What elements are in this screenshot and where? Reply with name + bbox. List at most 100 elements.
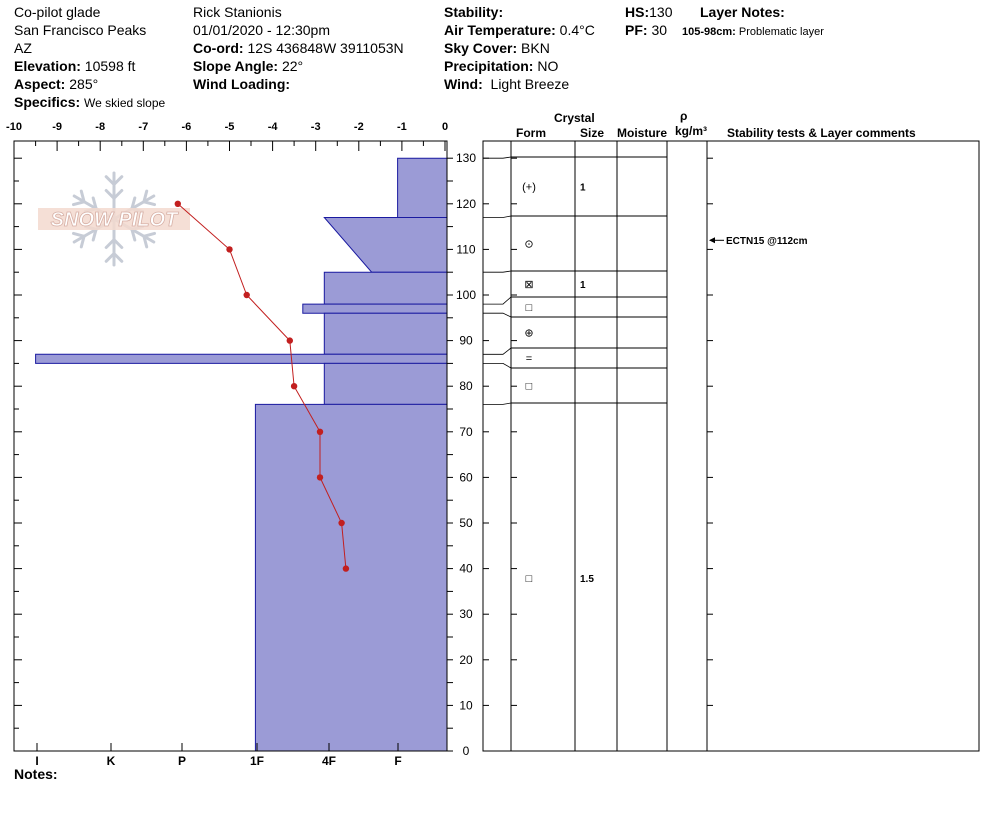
layer-note-text: Problematic layer bbox=[738, 26, 824, 38]
height-tick-label: 130 bbox=[456, 151, 476, 165]
elevation-value: 10598 ft bbox=[84, 58, 136, 74]
hardness-layer-bar bbox=[323, 271, 448, 305]
stability-label: Stability: bbox=[444, 4, 504, 20]
snowflake-branch bbox=[112, 189, 124, 200]
aspect-value: 285° bbox=[69, 76, 99, 92]
temperature-tick-label: -3 bbox=[311, 121, 321, 133]
specifics-field: Specifics: We skied slope bbox=[14, 94, 165, 111]
height-tick-label: 30 bbox=[459, 607, 473, 621]
height-tick-label: 20 bbox=[459, 653, 473, 667]
hardness-layer-bar bbox=[35, 353, 448, 364]
height-tick-label: 0 bbox=[463, 744, 470, 758]
moisture-header: Moisture bbox=[617, 126, 668, 140]
stability-field: Stability: bbox=[444, 4, 503, 20]
pf-value: 30 bbox=[651, 22, 668, 38]
crystal-form-symbol: = bbox=[526, 353, 532, 365]
snowflake-branch bbox=[112, 238, 124, 249]
chart-axes: -10 -9 -8 -7 -6 -5 -4 -3 -2 -1 0010203040506070809… bbox=[6, 121, 476, 768]
snowflake-branch bbox=[104, 238, 116, 249]
precip-field: Precipitation: NO bbox=[444, 58, 558, 74]
height-tick-label: 40 bbox=[459, 562, 473, 576]
hardness-layer-bar bbox=[323, 362, 448, 405]
layer-boundary-connector bbox=[483, 312, 512, 318]
state: AZ bbox=[14, 40, 32, 56]
temperature-point bbox=[342, 565, 350, 572]
height-tick-label: 110 bbox=[456, 242, 475, 256]
temperature-point bbox=[338, 519, 345, 527]
hs-value: 130 bbox=[649, 4, 673, 20]
temperature-tick-label: -9 bbox=[52, 121, 62, 133]
density-rho-header: ρ bbox=[680, 109, 688, 123]
hardness-layer-bar bbox=[254, 403, 448, 752]
hardness-tick-label: 1F bbox=[250, 754, 264, 768]
temperature-tick-label: -7 bbox=[138, 121, 148, 133]
height-tick-label: 60 bbox=[459, 470, 473, 484]
location-name: Co-pilot glade bbox=[14, 4, 101, 20]
hardness-tick-label: I bbox=[35, 754, 38, 768]
hardness-tick-label: K bbox=[107, 754, 116, 768]
crystal-form-symbol: □ bbox=[526, 573, 533, 585]
layer-note: 105-98cm: Problematic layer bbox=[682, 24, 824, 40]
snowflake-branch bbox=[91, 196, 98, 211]
temperature-point bbox=[174, 200, 181, 207]
temperature-tick-label: -10 bbox=[6, 121, 22, 133]
specifics-label: Specifics: bbox=[14, 94, 81, 110]
crystal-form-symbol: □ bbox=[526, 381, 533, 393]
table-frame bbox=[482, 140, 980, 752]
height-tick-label: 80 bbox=[459, 379, 473, 393]
height-tick-label: 100 bbox=[456, 288, 476, 302]
logo-banner bbox=[38, 208, 190, 230]
wind-label: Wind: bbox=[444, 76, 483, 92]
coord-label: Co-ord: bbox=[193, 40, 244, 56]
temperature-tick-label: -6 bbox=[182, 121, 192, 133]
precip-label: Precipitation: bbox=[444, 58, 534, 74]
crystal-size-value: 1 bbox=[580, 183, 586, 194]
snowflake-branch bbox=[72, 231, 86, 238]
layer-boundary-connector bbox=[483, 347, 512, 355]
layer-boundary-connector bbox=[483, 270, 512, 273]
height-tick-label: 90 bbox=[459, 334, 473, 348]
layer-boundary-connector bbox=[483, 296, 512, 305]
snowflake-branch bbox=[142, 234, 149, 249]
crystal-form-symbol: (+) bbox=[522, 182, 536, 194]
height-tick-label: 120 bbox=[456, 197, 476, 211]
hardness-tick-label: F bbox=[394, 754, 401, 768]
crystal-form-symbol: ⊠ bbox=[524, 279, 533, 291]
hardness-layer-bar bbox=[323, 217, 448, 273]
hardness-layer-bar bbox=[397, 157, 448, 218]
logo-text: SNOW PILOT bbox=[51, 209, 179, 231]
hs-field: HS:130 bbox=[625, 4, 672, 20]
layer-note-range: 105-98cm: bbox=[682, 26, 736, 38]
temperature-tick-label: -8 bbox=[95, 121, 105, 133]
temperature-tick-label: -5 bbox=[225, 121, 235, 133]
layer-notes-label: Layer Notes: bbox=[700, 4, 785, 20]
temperature-point bbox=[243, 291, 250, 299]
slope-value: 22° bbox=[281, 58, 304, 74]
layer-boundary-connector bbox=[483, 215, 512, 218]
layer-table: (+) 1 ⊙ ⊠ 1 □ ⊕ = □ □ 1.5 ECTN15 @112cm bbox=[482, 140, 980, 752]
stability-test-label: ECTN15 @112cm bbox=[726, 236, 808, 247]
snowflake-branch bbox=[104, 175, 116, 186]
height-tick-label: 70 bbox=[459, 425, 473, 439]
snowflake-branch bbox=[112, 175, 124, 186]
snowflake-branch bbox=[142, 189, 149, 204]
observer-name: Rick Stanionis bbox=[193, 4, 282, 20]
temperature-point bbox=[316, 428, 324, 435]
sky-cover-label: Sky Cover: bbox=[444, 40, 518, 56]
temperature-point bbox=[290, 383, 298, 390]
coord-value: 12S 436848W 3911053N bbox=[247, 40, 404, 56]
temperature-tick-label: 0 bbox=[442, 121, 448, 133]
snowpilot-logo: SNOW PILOT bbox=[38, 171, 190, 267]
snowflake-branch bbox=[142, 231, 156, 238]
height-tick-label: 50 bbox=[459, 516, 473, 530]
snowflake-branch bbox=[142, 200, 156, 207]
hs-label: HS: bbox=[625, 4, 650, 20]
snowflake-branch bbox=[112, 252, 124, 263]
specifics-value: We skied slope bbox=[84, 96, 166, 110]
pf-field: PF: 30 bbox=[625, 22, 667, 38]
snowflake-branch bbox=[91, 227, 98, 242]
wind-field: Wind: Light Breeze bbox=[444, 76, 569, 92]
temperature-tick-label: -1 bbox=[397, 121, 407, 133]
hardness-layer-bar bbox=[302, 303, 448, 314]
